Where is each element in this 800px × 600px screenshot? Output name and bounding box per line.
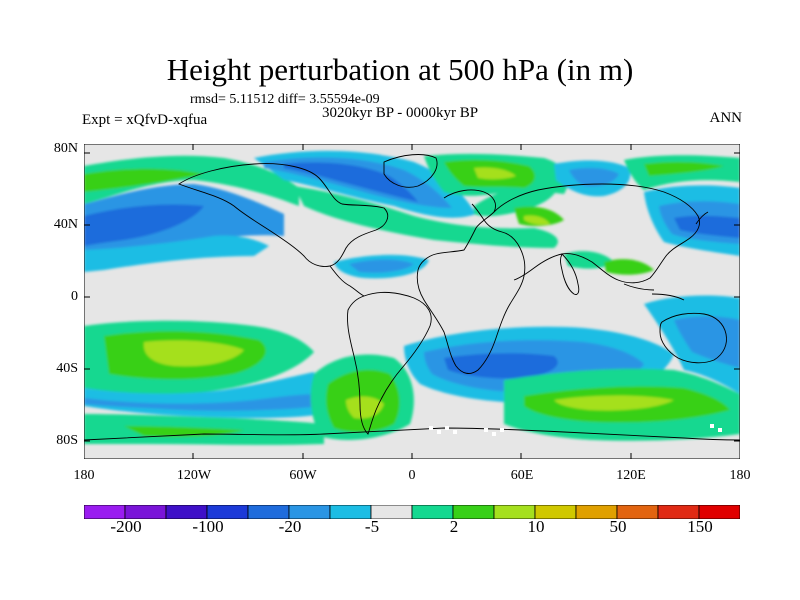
stats-line: rmsd= 5.11512 diff= 3.55594e-09 xyxy=(190,92,380,107)
x-tick-120e: 120E xyxy=(616,468,646,483)
x-tick-0: 0 xyxy=(408,468,416,483)
colorbar xyxy=(84,505,740,519)
colorbar-label: -100 xyxy=(192,517,224,536)
colorbar-label: -20 xyxy=(278,517,302,536)
contour-field xyxy=(84,150,740,445)
x-tick-60w: 60W xyxy=(289,468,317,483)
period-label: 3020kyr BP - 0000kyr BP xyxy=(322,105,479,121)
x-tick-60e: 60E xyxy=(510,468,534,483)
colorbar-label: 10 xyxy=(527,517,545,536)
colorbar-label: -5 xyxy=(364,517,380,536)
y-tick-40s: 40S xyxy=(56,361,78,376)
x-tick-180e: 180 xyxy=(729,468,751,483)
tick-marks xyxy=(84,144,740,459)
y-tick-80n: 80N xyxy=(53,141,78,156)
colorbar-cell xyxy=(698,505,740,519)
experiment-label: Expt = xQfvD-xqfua xyxy=(82,112,208,128)
coastlines xyxy=(84,154,740,441)
colorbar-label: -200 xyxy=(110,517,142,536)
y-tick-40n: 40N xyxy=(53,217,78,232)
colorbar-label: 2 xyxy=(449,517,459,536)
y-tick-0: 0 xyxy=(71,289,78,304)
y-tick-80s: 80S xyxy=(56,433,78,448)
colorbar-label: 50 xyxy=(609,517,627,536)
x-tick-180w: 180 xyxy=(73,468,95,483)
missing-data-flecks xyxy=(429,424,722,436)
height-perturbation-map xyxy=(84,144,740,459)
season-label: ANN xyxy=(709,110,743,126)
colorbar-label: 150 xyxy=(687,517,713,536)
plot-title: Height perturbation at 500 hPa (in m) xyxy=(166,52,634,87)
x-tick-120w: 120W xyxy=(176,468,212,483)
